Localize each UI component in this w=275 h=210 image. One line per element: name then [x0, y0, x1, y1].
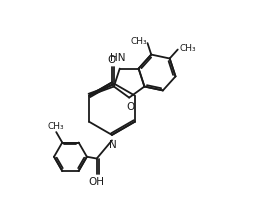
Text: CH₃: CH₃ — [130, 37, 147, 46]
Text: CH₃: CH₃ — [47, 122, 64, 130]
Text: O: O — [108, 55, 116, 64]
Text: OH: OH — [89, 177, 105, 187]
Text: N: N — [109, 140, 117, 150]
Text: O: O — [127, 102, 135, 112]
Text: HN: HN — [110, 54, 126, 63]
Text: CH₃: CH₃ — [180, 44, 196, 53]
